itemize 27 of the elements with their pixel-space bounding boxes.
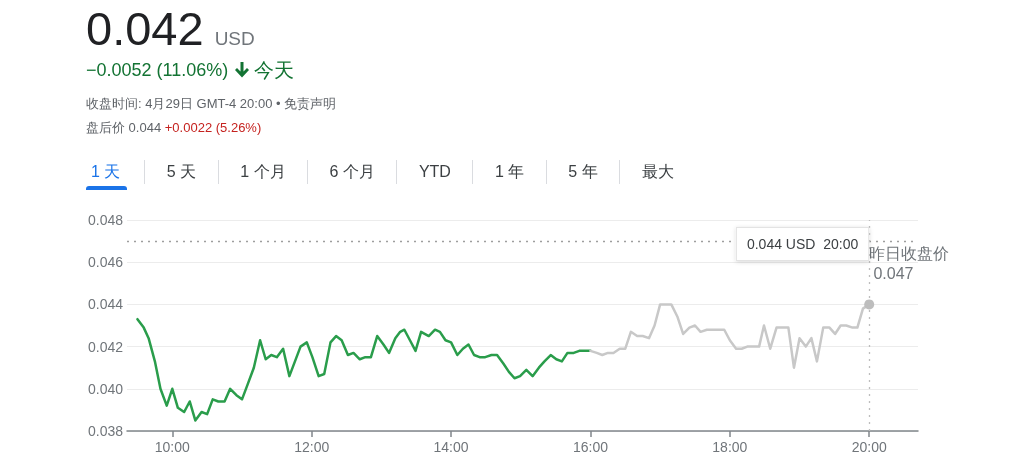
x-tick-label: 12:00 — [294, 439, 330, 455]
x-tick-label: 14:00 — [433, 439, 469, 455]
y-tick-label: 0.038 — [87, 423, 124, 439]
chart-title: 0.042 USD — [86, 2, 255, 55]
text: 5 天 — [166, 162, 197, 182]
x-tick-label: 20:00 — [851, 439, 887, 455]
y-tick-label: 0.048 — [87, 212, 124, 228]
annotation: 0.044 USD 20:00 — [746, 236, 859, 252]
y-tick-label: 0.040 — [87, 380, 124, 397]
text: 5 年 — [568, 162, 598, 182]
text: YTD — [418, 162, 451, 182]
line-series — [136, 317, 592, 422]
y-tick-label: 0.042 — [87, 338, 124, 355]
text: 1 个月 — [240, 162, 286, 182]
text: 6 个月 — [329, 162, 375, 182]
x-tick-label: 18:00 — [712, 439, 748, 455]
text: 1 年 — [494, 162, 525, 182]
ref-line-label: 昨日收盘价 0.047 — [869, 244, 949, 282]
text: 盘后价 0.044 +0.0022 (5.26%) — [86, 120, 262, 135]
text: 最大 — [641, 162, 674, 182]
y-tick-label: 0.044 — [87, 296, 124, 313]
text: 1 天 — [90, 162, 122, 182]
y-tick-label: 0.046 — [87, 254, 124, 271]
text: 收盘时间: 4月29日 GMT-4 20:00 • 免责声明 — [86, 96, 337, 112]
x-tick-label: 16:00 — [572, 439, 609, 455]
text: −0.0052 (11.06%) 今天 — [86, 59, 295, 81]
x-tick-label: 10:00 — [154, 439, 191, 455]
